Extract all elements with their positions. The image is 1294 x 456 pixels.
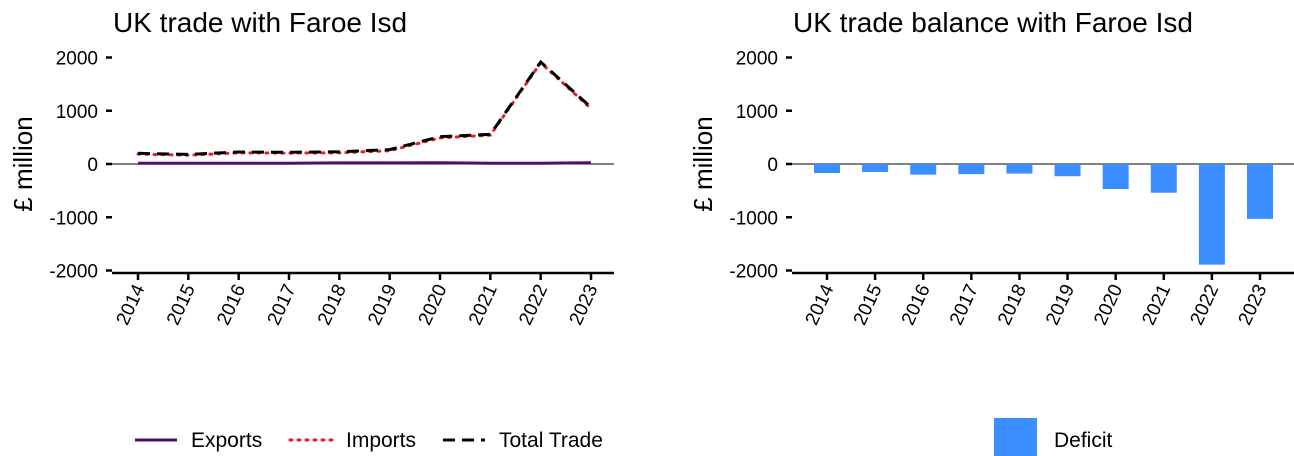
y-tick-label: 1000 — [56, 102, 98, 123]
bar-chart-title: UK trade balance with Faroe Isd — [793, 7, 1193, 38]
x-tick-label: 2019 — [1042, 281, 1079, 328]
x-tick-label: 2016 — [898, 281, 935, 328]
x-tick-label: 2020 — [415, 281, 452, 328]
y-tick-label: -2000 — [729, 262, 778, 283]
line-chart-y-axis-label: £ million — [8, 116, 38, 211]
x-tick-label: 2014 — [802, 281, 839, 329]
bar-chart-y-axis: 2000 1000 0 -1000 -2000 — [729, 49, 792, 283]
x-tick-label: 2022 — [515, 281, 552, 328]
bar-2023 — [1247, 164, 1273, 219]
legend-label: Total Trade — [499, 429, 603, 452]
y-tick-label: -2000 — [49, 262, 98, 283]
y-tick-label: 2000 — [736, 49, 778, 70]
x-tick-label: 2019 — [364, 281, 401, 328]
series-line-total-trade — [137, 59, 593, 156]
x-tick-label: 2017 — [264, 281, 301, 328]
y-tick-label: -1000 — [49, 208, 98, 229]
bar-2022 — [1198, 164, 1225, 265]
y-tick-label: 0 — [767, 155, 778, 176]
legend-label: Exports — [191, 429, 262, 452]
bar-2018 — [1006, 164, 1033, 174]
line-chart-plot-area — [112, 59, 614, 165]
bar-2020 — [1102, 164, 1129, 190]
line-chart-title: UK trade with Faroe Isd — [113, 7, 407, 38]
y-tick-label: 2000 — [56, 49, 98, 70]
series-line-exports — [138, 161, 592, 165]
x-tick-label: 2015 — [850, 281, 887, 328]
bar-2017 — [958, 164, 985, 175]
bar-chart-x-axis: 2014 2015 2016 2017 2018 2019 2020 2021 2022 2023 — [792, 271, 1294, 329]
x-tick-label: 2016 — [213, 281, 250, 328]
bar-2015 — [862, 164, 889, 172]
bar-2021 — [1150, 164, 1177, 193]
bar-chart-plot-area — [792, 163, 1294, 265]
bar-chart-legend: Deficit — [994, 418, 1113, 456]
series-line-imports — [136, 60, 593, 157]
legend-label: Imports — [346, 429, 416, 452]
x-tick-label: 2015 — [163, 281, 200, 328]
line-chart-x-axis: 2014 2015 2016 2017 2018 2019 2020 2021 2022 2023 — [112, 271, 614, 329]
legend-label: Deficit — [1054, 429, 1113, 452]
x-tick-label: 2018 — [314, 281, 351, 328]
x-tick-label: 2021 — [465, 281, 502, 328]
bar-2019 — [1054, 164, 1081, 177]
x-tick-label: 2023 — [1235, 281, 1272, 328]
line-chart-legend: Exports Imports Total Trade — [135, 429, 603, 452]
legend-key-deficit — [994, 418, 1037, 456]
bar-chart-panel: UK trade balance with Faroe Isd £ millio… — [688, 7, 1294, 456]
y-tick-label: -1000 — [729, 208, 778, 229]
x-tick-label: 2018 — [994, 281, 1031, 328]
x-tick-label: 2017 — [946, 281, 983, 328]
x-tick-label: 2020 — [1090, 281, 1127, 328]
y-tick-label: 1000 — [736, 102, 778, 123]
bar-2016 — [910, 164, 937, 175]
bar-2014 — [814, 164, 840, 174]
bar-chart-y-axis-label: £ million — [688, 116, 718, 211]
x-tick-label: 2021 — [1138, 281, 1175, 328]
x-tick-label: 2022 — [1187, 281, 1224, 328]
x-tick-label: 2023 — [566, 281, 603, 328]
line-chart-panel: UK trade with Faroe Isd £ million 2000 10… — [8, 7, 614, 452]
x-tick-label: 2014 — [113, 281, 150, 329]
y-tick-label: 0 — [87, 155, 98, 176]
line-chart-y-axis: 2000 1000 0 -1000 -2000 — [49, 49, 112, 283]
